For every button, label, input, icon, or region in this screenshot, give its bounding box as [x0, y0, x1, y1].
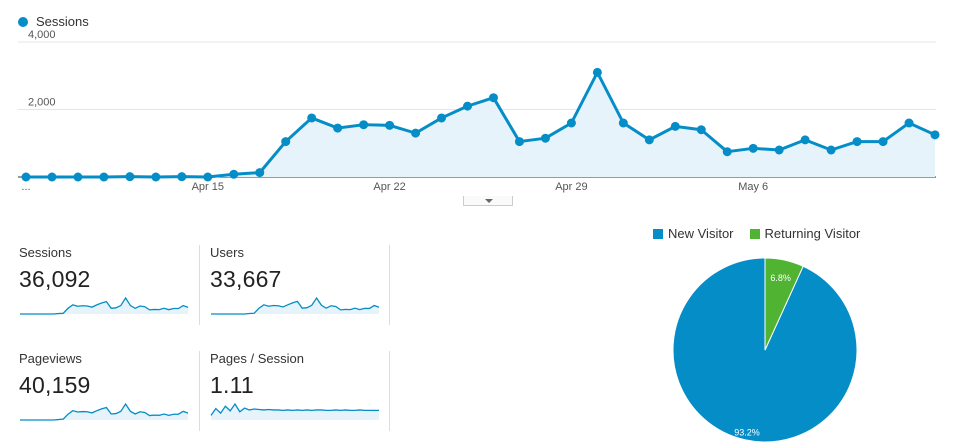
- data-point: [592, 67, 602, 77]
- legend-new-visitor: New Visitor: [653, 226, 734, 241]
- data-point: [852, 137, 862, 147]
- data-point: [722, 147, 732, 157]
- data-point: [748, 143, 758, 153]
- data-point: [47, 172, 57, 182]
- data-point: [774, 145, 784, 155]
- metric-sessions: Sessions 36,092: [19, 245, 191, 325]
- legend-label: New Visitor: [668, 226, 734, 241]
- data-point: [203, 172, 213, 182]
- x-tick-label: Apr 15: [192, 181, 224, 193]
- sparkline-area: [211, 404, 379, 420]
- legend-label: Returning Visitor: [764, 226, 861, 241]
- x-tick-label: ...: [21, 181, 30, 193]
- data-point: [488, 93, 498, 103]
- metric-sparkline: [211, 296, 380, 315]
- metric-pageviews: Pageviews 40,159: [19, 351, 191, 431]
- metric-users: Users 33,667: [210, 245, 382, 325]
- data-point: [878, 137, 888, 147]
- sessions-area: [26, 72, 935, 177]
- data-point: [644, 135, 654, 145]
- metric-sparkline: [210, 402, 379, 420]
- data-point: [411, 128, 421, 138]
- metric-sparkline: [20, 296, 189, 315]
- data-point: [540, 133, 550, 143]
- sparkline-area: [211, 298, 379, 314]
- sparkline-area: [20, 404, 188, 420]
- metric-divider: [389, 245, 390, 325]
- metric-divider: [389, 351, 390, 431]
- data-point: [151, 172, 161, 182]
- sparkline-path: [210, 402, 379, 416]
- sessions-line-chart: 2,000 4,000... Apr 15 Apr 22 Apr 29 May 6: [18, 29, 940, 193]
- data-point: [566, 118, 576, 128]
- metric-divider: [199, 351, 200, 431]
- data-point: [696, 125, 706, 135]
- data-point: [437, 113, 447, 123]
- metric-label: Pageviews: [19, 351, 82, 366]
- metric-value: 36,092: [19, 266, 91, 292]
- data-point: [333, 123, 343, 133]
- pie-slice-label: 6.8%: [770, 273, 791, 283]
- returning-visitor-swatch: [749, 228, 760, 239]
- metric-sparkline: [20, 402, 189, 421]
- data-point: [177, 172, 187, 182]
- data-point: [125, 172, 135, 182]
- data-point: [670, 121, 680, 131]
- pie-legend: New Visitor Returning Visitor: [653, 226, 860, 241]
- visitor-type-pie-chart: 93.2% 6.8%: [672, 257, 858, 443]
- data-point: [99, 172, 109, 182]
- data-point: [359, 120, 369, 130]
- legend-returning-visitor: Returning Visitor: [749, 226, 861, 241]
- y-tick-label: 2,000: [28, 97, 56, 109]
- pie-slice-returning-visitor: [764, 257, 804, 351]
- sparkline-path: [20, 402, 189, 421]
- sparkline-area: [20, 298, 188, 314]
- x-tick-label: May 6: [738, 181, 768, 193]
- data-point: [73, 172, 83, 182]
- metric-pages-per-session: Pages / Session 1.11: [210, 351, 382, 431]
- new-visitor-swatch: [653, 228, 663, 239]
- data-point: [904, 118, 914, 128]
- metric-label: Pages / Session: [210, 351, 304, 366]
- sparkline-path: [211, 296, 380, 315]
- chart-resize-handle[interactable]: [463, 196, 513, 206]
- data-point: [255, 168, 265, 178]
- x-tick-label: Apr 22: [373, 181, 405, 193]
- data-point: [800, 135, 810, 145]
- sparkline-path: [20, 296, 189, 315]
- data-point: [21, 172, 31, 182]
- sessions-legend-dot: [18, 16, 28, 27]
- data-point: [281, 137, 291, 147]
- data-point: [463, 101, 473, 111]
- metric-label: Sessions: [19, 245, 72, 260]
- data-point: [930, 130, 940, 140]
- metric-label: Users: [210, 245, 244, 260]
- data-point: [307, 113, 317, 123]
- sessions-legend-label: Sessions: [36, 14, 89, 29]
- data-point: [514, 137, 524, 147]
- data-point: [618, 118, 628, 128]
- y-tick-label: 4,000: [28, 29, 56, 41]
- metric-value: 1.11: [210, 372, 254, 398]
- data-point: [385, 120, 395, 130]
- data-point: [826, 145, 836, 155]
- data-point: [229, 169, 239, 179]
- main-chart-legend: Sessions: [18, 14, 89, 29]
- pie-slice-label: 93.2%: [734, 428, 760, 438]
- x-tick-label: Apr 29: [555, 181, 587, 193]
- metric-value: 40,159: [19, 372, 91, 398]
- metric-value: 33,667: [210, 266, 282, 292]
- metric-divider: [199, 245, 200, 325]
